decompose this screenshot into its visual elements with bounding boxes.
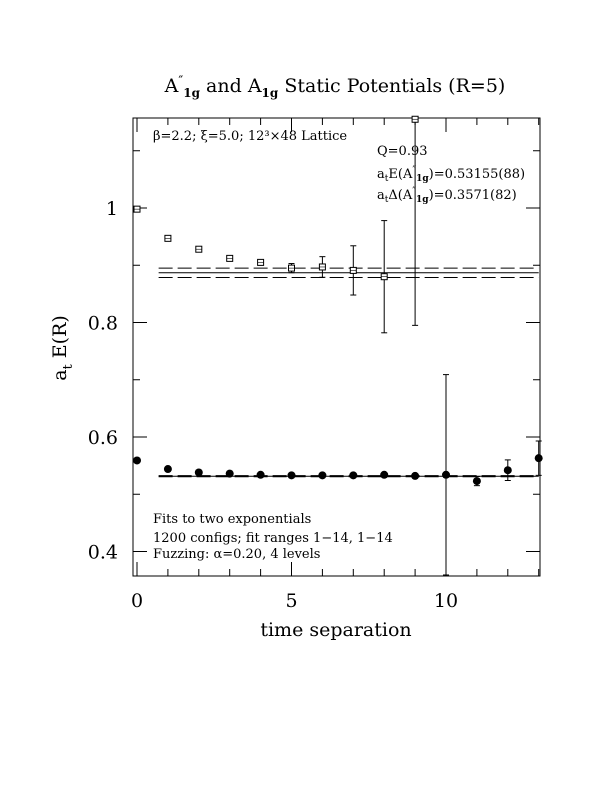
data-point-circle xyxy=(534,454,543,463)
annotation-fits-1: Fits to two exponentials xyxy=(153,512,311,527)
annotation-delta: atΔ(A″1g)=0.3571(82) xyxy=(377,186,517,205)
y-tick-label: 0.6 xyxy=(88,427,118,449)
x-axis-label: time separation xyxy=(260,619,411,641)
annotation-fits-2: 1200 configs; fit ranges 1−14, 1−14 xyxy=(153,531,393,546)
data-point-circle xyxy=(349,471,358,480)
x-tick-label: 0 xyxy=(131,590,143,612)
y-tick-label: 1 xyxy=(106,198,118,220)
data-point-circle xyxy=(225,469,234,478)
data-point-circle xyxy=(318,471,327,480)
y-tick-label: 0.4 xyxy=(88,542,118,564)
data-point-circle xyxy=(442,470,450,479)
data-point-circle xyxy=(194,468,203,477)
x-tick-label: 5 xyxy=(285,590,297,612)
annotation-q: Q=0.93 xyxy=(377,144,428,159)
data-point-circle xyxy=(411,471,420,480)
data-point-circle xyxy=(133,456,141,465)
data-point-circle xyxy=(472,477,481,486)
y-axis-label: at E(R) xyxy=(49,315,76,381)
annotation-fits-3: Fuzzing: α=0.20, 4 levels xyxy=(153,547,320,562)
data-point-circle xyxy=(163,465,172,474)
chart-title: A″1g and A1g Static Potentials (R=5) xyxy=(164,74,506,100)
data-point-circle xyxy=(380,470,389,479)
data-point-circle xyxy=(503,466,512,475)
x-tick-label: 10 xyxy=(434,590,458,612)
plot-frame xyxy=(132,117,541,577)
y-tick-label: 0.8 xyxy=(88,313,118,335)
annotation-energy: atE(A″1g)=0.53155(88) xyxy=(377,165,525,184)
annotation-lattice: β=2.2; ξ=5.0; 12³×48 Lattice xyxy=(153,129,347,144)
data-point-circle xyxy=(256,470,265,479)
data-point-circle xyxy=(287,471,296,480)
